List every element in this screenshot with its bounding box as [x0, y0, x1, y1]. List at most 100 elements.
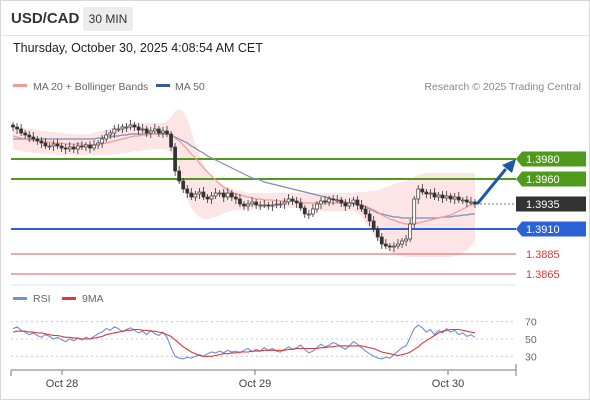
candle-body	[201, 191, 206, 198]
candle-body	[323, 200, 327, 203]
candle-body	[408, 223, 413, 240]
candle-body	[392, 245, 396, 248]
candle-body	[197, 191, 202, 195]
candle-body	[383, 243, 388, 247]
candle-body	[452, 196, 457, 200]
candle-body	[412, 198, 417, 225]
candle-body	[221, 192, 226, 198]
candle-body	[465, 199, 469, 203]
candle-body	[59, 145, 64, 149]
candle-body	[124, 126, 129, 129]
ma20-legend-swatch	[13, 84, 27, 87]
rsi-panel: 70 50 30	[11, 317, 537, 363]
candle-body	[27, 134, 32, 138]
candle-body	[51, 143, 56, 147]
support-label-13885: 1.3885	[526, 249, 560, 261]
candle-body	[343, 202, 348, 207]
candle-body	[31, 136, 36, 140]
candle-body	[400, 240, 404, 245]
candle-body	[75, 145, 80, 150]
bollinger-band-area	[13, 109, 475, 257]
candle-body	[185, 188, 190, 194]
candle-body	[371, 220, 376, 230]
candle-body	[339, 199, 344, 204]
candle-body	[396, 243, 400, 247]
candle-body	[71, 146, 76, 150]
candle-body	[258, 204, 263, 207]
candle-body	[436, 194, 441, 198]
current-price-tag	[516, 196, 586, 212]
candle-body	[80, 145, 84, 148]
candle-body	[157, 128, 161, 134]
time-axis-label: Oct 29	[239, 378, 271, 390]
candle-body	[379, 236, 384, 245]
ma50-legend-swatch	[156, 84, 170, 87]
candle-body	[108, 132, 113, 136]
candle-body	[217, 192, 222, 195]
candle-body	[359, 204, 364, 210]
candle-body	[177, 170, 182, 182]
forecast-arrow-head	[502, 159, 516, 173]
candle-body	[132, 124, 137, 128]
datetime-label: Thursday, October 30, 2025 4:08:54 AM CE…	[13, 41, 263, 55]
candle-body	[266, 204, 271, 207]
timeframe-badge[interactable]: 30 MIN	[83, 7, 133, 31]
candle-body	[225, 192, 230, 198]
candle-body	[120, 126, 125, 130]
candle-body	[327, 198, 331, 203]
candle-body	[311, 208, 315, 215]
ma50-line	[13, 133, 475, 219]
candle-body	[274, 203, 279, 206]
candle-body	[290, 198, 295, 202]
candle-body	[47, 145, 52, 148]
candle-body	[148, 130, 153, 134]
rsi-legend-label: RSI	[33, 293, 51, 305]
candle-body	[242, 203, 246, 207]
candle-body	[375, 228, 380, 238]
candle-body	[84, 144, 88, 148]
candle-body	[209, 195, 214, 200]
candle-body	[444, 195, 449, 199]
candle-body	[331, 198, 336, 201]
ma20-legend-label: MA 20 + Bollinger Bands	[33, 81, 148, 93]
candle-body	[262, 204, 267, 207]
rsi-ma-legend-swatch	[62, 297, 76, 300]
candle-body	[473, 201, 477, 205]
candle-body	[19, 128, 23, 134]
candle-body	[63, 147, 68, 150]
candle-body	[128, 124, 133, 128]
candle-body	[355, 199, 360, 206]
candle-body	[23, 132, 28, 136]
forecast-arrow-shaft	[476, 168, 507, 205]
price-levels	[11, 158, 516, 275]
candle-body	[306, 213, 311, 216]
candle-body	[152, 128, 157, 132]
candle-body	[229, 192, 234, 198]
resistance-tag-13980	[516, 151, 586, 167]
bollinger-band	[13, 109, 475, 257]
time-axis-label: Oct 30	[432, 378, 464, 390]
candle-body	[254, 201, 259, 206]
candle-body	[15, 126, 19, 130]
candle-body	[456, 196, 461, 201]
candle-body	[161, 130, 165, 134]
pivot-label-13910: 1.3910	[526, 224, 560, 236]
candle-body	[88, 144, 92, 149]
candle-body	[136, 126, 141, 131]
candle-body	[416, 188, 421, 200]
candle-body	[440, 194, 445, 199]
candle-body	[43, 142, 48, 147]
candle-body	[234, 196, 238, 200]
candle-body	[302, 207, 307, 215]
candle-body	[112, 128, 117, 134]
candle-body	[278, 203, 283, 206]
resistance-label-13980: 1.3980	[526, 154, 560, 166]
candle-body	[282, 201, 287, 205]
candle-body	[294, 200, 299, 204]
research-credit: Research © 2025 Trading Central	[424, 81, 581, 93]
candle-body	[469, 201, 473, 204]
candle-body	[39, 140, 44, 144]
candle-body	[250, 201, 254, 205]
rsi-ma-line	[12, 328, 476, 357]
